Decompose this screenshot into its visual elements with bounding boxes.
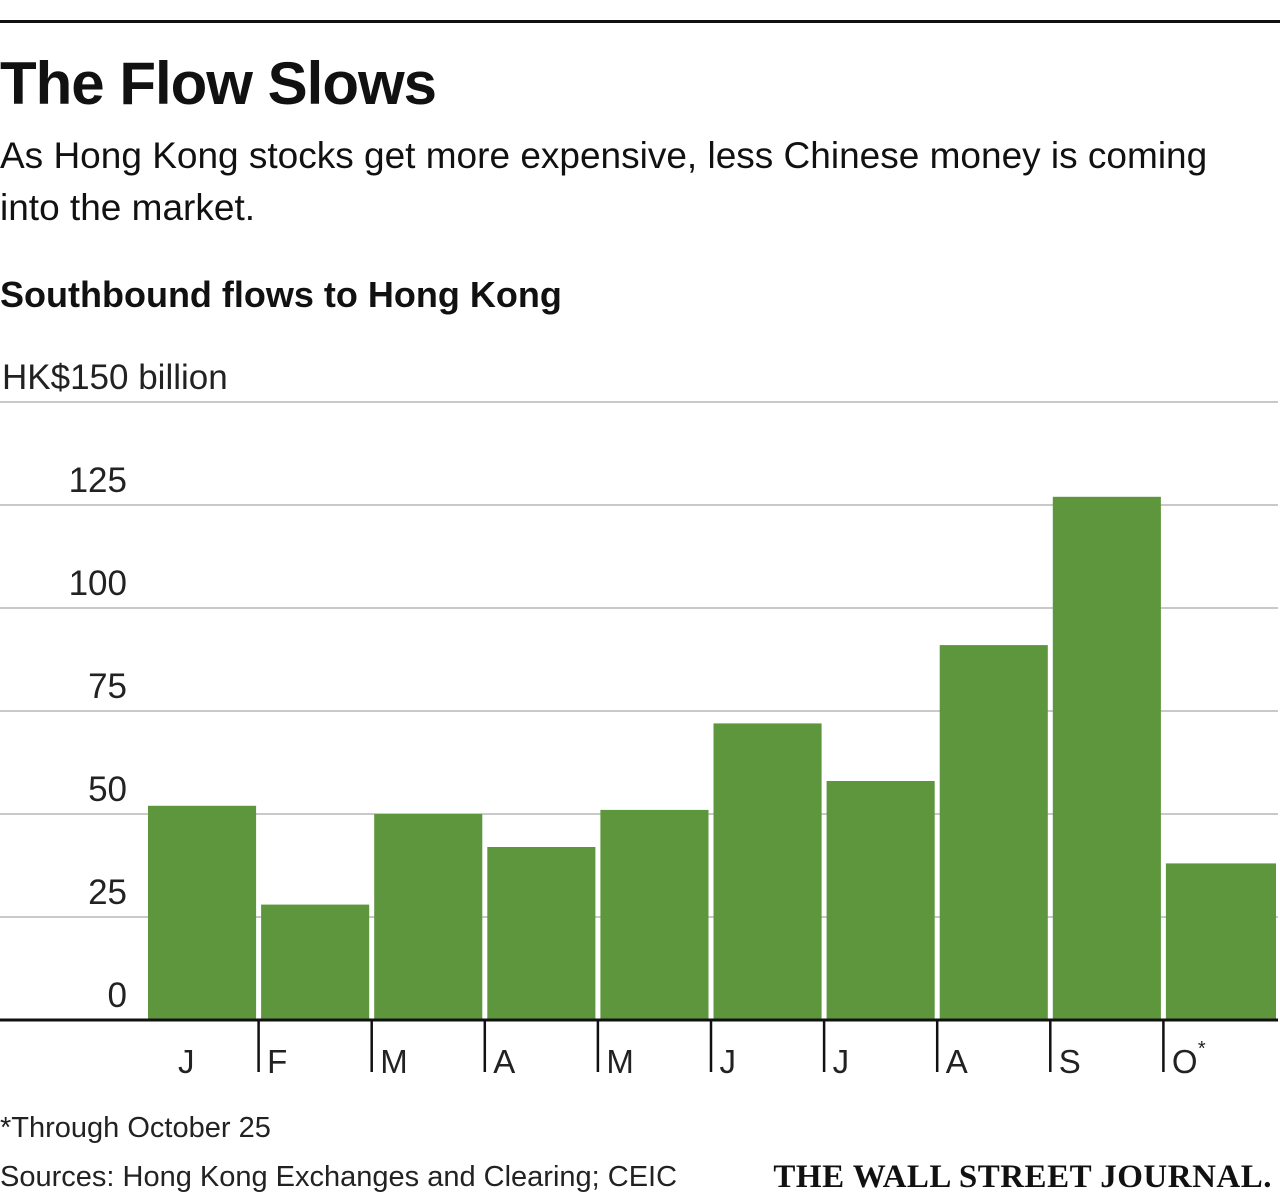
footnote: *Through October 25 (0, 1112, 271, 1144)
axis-labels: 0 25 50 75 100 125 HK$150 billion J F M A M J J A S O * (2, 358, 1206, 1080)
bar (713, 723, 822, 1020)
x-tick-label: J (720, 1043, 737, 1080)
bar (939, 645, 1048, 1020)
publisher-logo: THE WALL STREET JOURNAL. (773, 1159, 1272, 1195)
y-tick-label: 0 (108, 976, 127, 1015)
chart-title: The Flow Slows (0, 50, 437, 117)
y-tick-label: 125 (69, 461, 127, 500)
y-tick-label: 100 (69, 564, 127, 603)
bar (600, 809, 709, 1020)
bar (261, 904, 370, 1020)
x-tick-footnote-mark: * (1198, 1038, 1206, 1060)
x-tick-label: M (380, 1043, 408, 1080)
bar (1052, 496, 1161, 1020)
y-tick-label: 50 (88, 770, 127, 809)
sources-note: Sources: Hong Kong Exchanges and Clearin… (0, 1161, 678, 1193)
x-tick-label: A (493, 1043, 515, 1080)
bars (148, 496, 1276, 1020)
chart-heading: Southbound flows to Hong Kong (0, 274, 562, 315)
y-tick-label: 75 (88, 667, 127, 706)
x-tick-label: F (267, 1043, 287, 1080)
x-axis (0, 1018, 1278, 1072)
bar (374, 814, 483, 1020)
y-axis-unit-label: HK$150 billion (2, 358, 228, 397)
top-rule (0, 20, 1280, 23)
x-tick-label: J (178, 1043, 195, 1080)
bar (487, 847, 596, 1020)
x-tick-label: O (1172, 1043, 1198, 1080)
x-tick-label: J (833, 1043, 850, 1080)
bar (1165, 863, 1276, 1020)
chart-subtitle: As Hong Kong stocks get more expensive, … (0, 135, 1208, 228)
bar (148, 805, 257, 1020)
x-tick-label: S (1059, 1043, 1081, 1080)
y-tick-label: 25 (88, 873, 127, 912)
x-tick-label: M (606, 1043, 634, 1080)
x-tick-label: A (946, 1043, 968, 1080)
bar (826, 781, 935, 1020)
